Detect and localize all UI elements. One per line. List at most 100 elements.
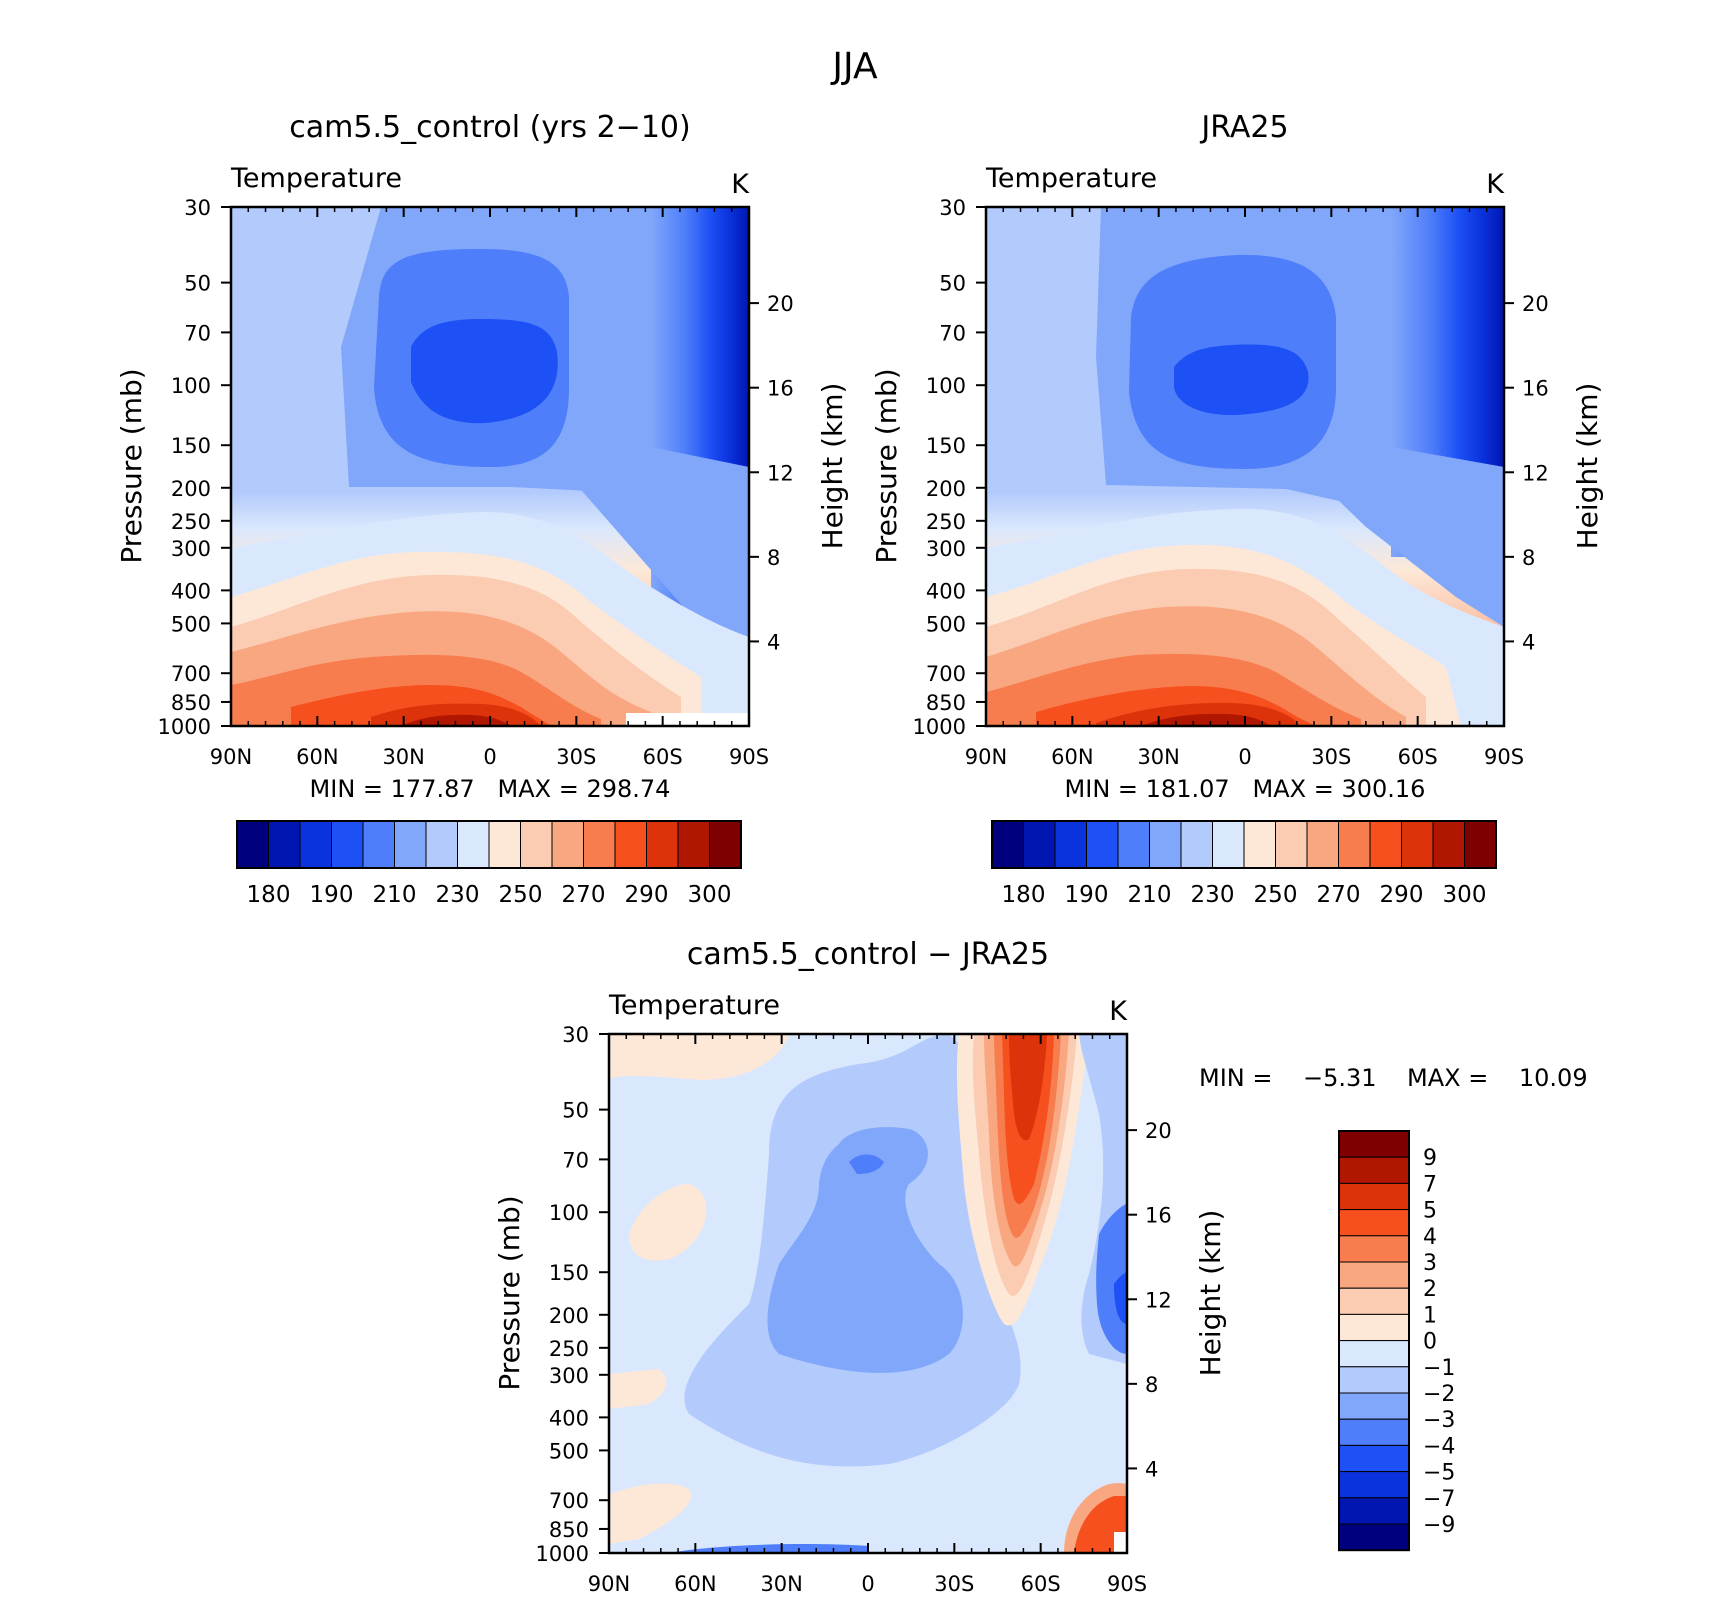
panel-title: JRA25 [1199, 110, 1288, 145]
colorbar-swatch [1338, 1235, 1410, 1263]
stats-label: MIN = 177.87 MAX = 298.74 [310, 775, 671, 803]
y-tick-label: 100 [549, 1201, 589, 1225]
y-tick-label: 200 [926, 477, 966, 501]
colorbar-label: −3 [1423, 1408, 1455, 1433]
colorbar-label: 190 [1065, 882, 1109, 908]
y-right-tick-label: 16 [1145, 1204, 1172, 1228]
colorbar-label: 210 [373, 882, 417, 908]
units-label: K [731, 169, 750, 200]
contour-band [849, 1154, 884, 1174]
y-tick-label: 400 [549, 1406, 589, 1430]
x-tick-label: 90N [965, 745, 1007, 769]
contour-band [1114, 1272, 1127, 1324]
y-tick-label: 250 [926, 510, 966, 534]
colorbar-swatch [583, 820, 616, 869]
y-tick-label: 70 [939, 321, 966, 345]
colorbar-swatch [1117, 820, 1150, 869]
y-tick-label: 150 [549, 1261, 589, 1285]
colorbar-label: 180 [1002, 882, 1046, 908]
contour-band [1141, 713, 1271, 726]
y-tick-label: 200 [171, 477, 211, 501]
colorbar-swatch [1212, 820, 1245, 869]
panel-model: cam5.5_control (yrs 2−10) Temperature K [115, 110, 849, 908]
colorbar-label: 300 [1443, 882, 1487, 908]
colorbar-swatch [1149, 820, 1182, 869]
y-tick-label: 50 [939, 272, 966, 296]
x-tick-label: 60N [296, 745, 338, 769]
y-tick-label: 30 [562, 1023, 589, 1047]
colorbar-label: 270 [562, 882, 606, 908]
colorbar-swatch [1338, 1130, 1410, 1158]
colorbar-label: 290 [625, 882, 669, 908]
x-tick-label: 60N [1051, 745, 1093, 769]
colorbar-label: 3 [1423, 1251, 1437, 1276]
colorbar-label: 210 [1128, 882, 1172, 908]
colorbar-label: 1 [1423, 1303, 1437, 1328]
variable-label: Temperature [608, 990, 780, 1021]
y-right-tick-label: 4 [767, 630, 780, 654]
colorbar-swatch [1338, 1287, 1410, 1315]
contour-band [1306, 447, 1504, 627]
colorbar-swatch [1243, 820, 1276, 869]
stats-label: MIN = 181.07 MAX = 300.16 [1065, 775, 1426, 803]
y-tick-label: 850 [171, 691, 211, 715]
y-tick-label: 250 [171, 510, 211, 534]
x-tick-label: 30N [1137, 745, 1179, 769]
colorbar-swatch [299, 820, 332, 869]
contour-band [609, 1369, 667, 1409]
colorbar: 180 190 210 230 250 270 290 300 [991, 820, 1497, 908]
y-tick-label: 300 [926, 537, 966, 561]
x-tick-label: 0 [483, 745, 496, 769]
colorbar-swatch [1054, 820, 1087, 869]
y-axis-label: Pressure (mb) [115, 368, 148, 563]
y-tick-label: 1000 [913, 715, 966, 739]
y-tick-label: 150 [171, 434, 211, 458]
colorbar-swatch [1306, 820, 1339, 869]
x-tick-label: 30S [1311, 745, 1351, 769]
colorbar-swatch [1401, 820, 1434, 869]
colorbar-swatch [677, 820, 710, 869]
colorbar-label: −5 [1423, 1461, 1455, 1486]
x-tick-label: 0 [1238, 745, 1251, 769]
colorbar-swatch [1086, 820, 1119, 869]
axes: 90N 60N 30N 0 30S 60S 90S 30 50 70 100 150 200 250 300… [536, 1023, 1172, 1596]
x-tick-label: 60N [674, 1572, 716, 1596]
colorbar-swatch [268, 820, 301, 869]
colorbar-swatch [1464, 820, 1497, 869]
colorbar-swatch [1338, 1156, 1410, 1184]
x-tick-label: 30S [934, 1572, 974, 1596]
x-tick-label: 30N [382, 745, 424, 769]
contour-band [1009, 1034, 1047, 1141]
colorbar-label: −2 [1423, 1382, 1455, 1407]
colorbar-label: 230 [1191, 882, 1235, 908]
x-tick-label: 90N [210, 745, 252, 769]
x-tick-label: 60S [1021, 1572, 1061, 1596]
colorbar-swatch [709, 820, 742, 869]
contour-band [411, 319, 558, 424]
colorbar-swatch [1338, 1471, 1410, 1499]
contour-field [231, 207, 749, 726]
colorbar-label: 180 [247, 882, 291, 908]
colorbar-label: 5 [1423, 1199, 1437, 1224]
x-tick-label: 0 [861, 1572, 874, 1596]
x-tick-label: 90S [1107, 1572, 1147, 1596]
y-tick-label: 500 [171, 612, 211, 636]
colorbar-swatch [1338, 1444, 1410, 1473]
colorbar-label: 300 [688, 882, 732, 908]
colorbar-swatch [1338, 1523, 1410, 1551]
panel-title: cam5.5_control − JRA25 [687, 937, 1049, 972]
colorbar-swatch [331, 820, 364, 869]
contour-band [629, 1184, 707, 1261]
colorbar-swatch [614, 820, 647, 869]
panel-difference: cam5.5_control − JRA25 Temperature K [493, 937, 1588, 1596]
y-axis-right-label: Height (km) [1194, 1210, 1227, 1377]
y-tick-label: 100 [926, 374, 966, 398]
axes: 90N 60N 30N 0 30S 60S 90S 30 50 70 100 150 200 250 300… [913, 196, 1549, 769]
x-tick-label: 30S [556, 745, 596, 769]
colorbar-label: 250 [1254, 882, 1298, 908]
missing-region [626, 713, 749, 726]
colorbar-swatch [1180, 820, 1213, 869]
colorbar-swatch [1023, 820, 1056, 869]
y-tick-label: 1000 [536, 1542, 589, 1566]
